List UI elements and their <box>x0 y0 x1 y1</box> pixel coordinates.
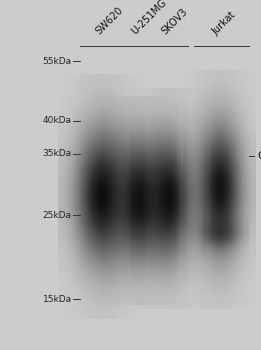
Text: 15kDa: 15kDa <box>43 295 72 304</box>
Text: GNAI2: GNAI2 <box>257 151 261 161</box>
Bar <box>80 46 188 331</box>
Text: SW620: SW620 <box>93 6 125 37</box>
Text: 25kDa: 25kDa <box>43 211 72 220</box>
Text: 35kDa: 35kDa <box>43 149 72 159</box>
Text: U-251MG: U-251MG <box>130 0 169 37</box>
Text: Jurkat: Jurkat <box>211 9 238 37</box>
Text: 55kDa: 55kDa <box>43 57 72 66</box>
Text: SKOV3: SKOV3 <box>160 7 190 37</box>
Text: 40kDa: 40kDa <box>43 116 72 125</box>
Bar <box>194 46 249 331</box>
